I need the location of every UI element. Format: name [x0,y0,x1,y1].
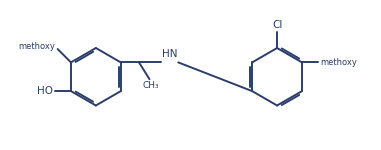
Text: methoxy: methoxy [320,58,357,67]
Text: HN: HN [162,49,177,59]
Text: CH₃: CH₃ [142,81,159,90]
Text: Cl: Cl [272,20,282,30]
Text: HO: HO [37,86,53,96]
Text: methoxy: methoxy [19,42,56,51]
